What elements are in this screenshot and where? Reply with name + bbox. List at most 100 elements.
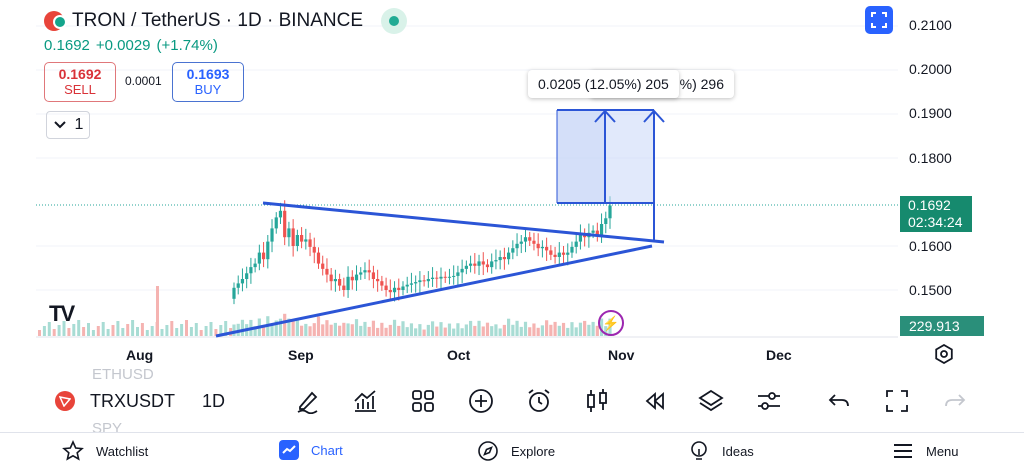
price-tick: 0.1600 (909, 238, 952, 254)
alert-icon[interactable] (526, 388, 552, 414)
volume-bar (299, 325, 304, 336)
sell-button[interactable]: 0.1692 SELL (44, 62, 116, 102)
volume-bar (371, 320, 376, 336)
volume-bar (502, 324, 506, 336)
candle-body (384, 285, 388, 290)
symbol-header[interactable]: TRON / TetherUS · 1D · BINANCE (44, 8, 408, 34)
volume-bar (101, 322, 105, 336)
bulb-icon (691, 441, 707, 460)
candle-body (401, 286, 405, 290)
candle-body (452, 275, 456, 277)
trendline-lower[interactable] (215, 244, 653, 338)
layouts-icon[interactable] (410, 388, 436, 414)
volume-bar (140, 323, 144, 336)
indicator-count: 1 (74, 116, 84, 133)
candles-icon[interactable] (584, 388, 610, 414)
candle-body (338, 279, 342, 286)
tradingview-logo[interactable]: TV (49, 301, 75, 326)
candle-body (308, 239, 312, 247)
volume-bar (57, 325, 61, 336)
candle-body (595, 230, 599, 235)
nav-menu[interactable]: Menu (892, 440, 959, 462)
volume-bar (52, 329, 56, 336)
candle-body (257, 252, 261, 264)
candle-body (363, 270, 367, 273)
volume-bar (439, 322, 443, 336)
add-icon[interactable] (468, 388, 494, 414)
settings-icon[interactable] (756, 388, 782, 414)
triangle-drawing[interactable] (215, 201, 665, 338)
buy-button[interactable]: 0.1693 BUY (172, 62, 244, 102)
nav-label: Watchlist (96, 443, 149, 459)
undo-icon[interactable] (826, 388, 852, 414)
candle-body (299, 235, 304, 242)
candle-body (397, 287, 401, 290)
candle-body (545, 246, 549, 251)
nav-label: Chart (311, 442, 343, 458)
candle-body (287, 228, 291, 238)
volume-bar (515, 320, 519, 336)
price-summary: 0.1692 +0.0029 (+1.74%) (44, 37, 218, 54)
price-range-measure[interactable] (556, 109, 665, 242)
nav-watchlist[interactable]: Watchlist (62, 440, 148, 462)
volume-bar (507, 318, 511, 336)
nav-explore[interactable]: Explore (477, 440, 555, 462)
layers-icon[interactable] (698, 388, 724, 414)
volume-bar (204, 326, 208, 336)
replay-icon[interactable] (642, 388, 668, 414)
trendline-upper[interactable] (262, 201, 665, 244)
fullscreen-icon[interactable] (884, 388, 910, 414)
tron-logo-icon (44, 11, 67, 31)
volume-bar (131, 320, 135, 336)
volume-bar (87, 323, 90, 336)
candle-body (553, 254, 557, 257)
legend-toggle-button[interactable]: 1 (46, 111, 90, 139)
candle-body (583, 235, 587, 238)
watchlist-prev-symbol[interactable]: ETHUSD (92, 366, 154, 383)
nav-chart[interactable]: Chart (279, 440, 343, 460)
volume-bar (384, 327, 388, 336)
candle-body (321, 263, 325, 269)
resolution-selector[interactable]: 1D (202, 391, 226, 411)
volume-bar (240, 319, 245, 336)
price-tick: 0.1800 (909, 150, 952, 166)
chart-settings-icon[interactable] (934, 344, 954, 364)
chart-icon (282, 445, 296, 454)
volume-bar (574, 327, 578, 336)
candle-body (447, 276, 452, 278)
volume-bars (38, 286, 612, 336)
candle-body (532, 240, 536, 244)
volume-bar (583, 320, 587, 336)
screen-mode-button[interactable] (865, 6, 893, 34)
market-status-icon[interactable] (381, 8, 408, 34)
volume-bar (460, 328, 464, 336)
volume-bar (67, 328, 71, 336)
indicators-icon[interactable] (352, 388, 378, 414)
volume-bar (126, 324, 130, 336)
nav-ideas[interactable]: Ideas (688, 440, 754, 462)
volume-bar (443, 327, 447, 336)
volume-bar (447, 323, 452, 336)
candle-body (477, 261, 481, 266)
redo-icon[interactable] (942, 388, 968, 414)
candle-body (549, 250, 553, 255)
volume-bar (189, 327, 193, 336)
price-tick: 0.1500 (909, 282, 952, 298)
symbol-title: TRON / TetherUS · 1D · BINANCE (72, 10, 364, 31)
volume-bar (401, 321, 405, 336)
volume-bar (532, 323, 536, 336)
lightning-icon[interactable]: ⚡ (598, 310, 624, 336)
volume-bar (477, 320, 481, 336)
buy-label: BUY (194, 82, 222, 97)
pencil-icon[interactable] (295, 388, 321, 414)
candle-body (274, 217, 278, 229)
volume-bar (468, 320, 473, 336)
volume-bar (304, 323, 308, 336)
nav-label: Menu (926, 443, 959, 459)
candle-body (392, 287, 397, 293)
symbol-selector[interactable]: TRXUSDT (90, 391, 175, 411)
candle-body (316, 252, 321, 264)
candle-body (604, 218, 608, 224)
candle-body (566, 252, 570, 255)
